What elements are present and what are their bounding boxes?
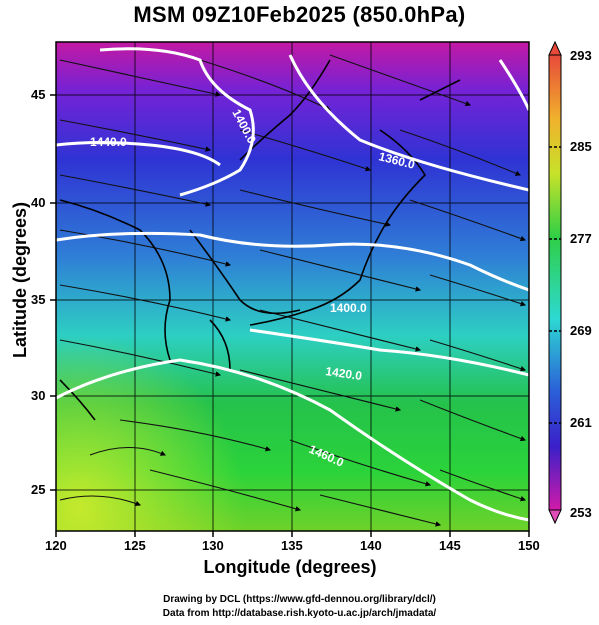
y-tick-label: 25: [31, 482, 46, 497]
y-tick-label: 45: [31, 87, 46, 102]
contour-label: 1400.0: [330, 301, 367, 315]
colorbar-label: 293: [570, 48, 592, 63]
credit-drawing: Drawing by DCL (https://www.gfd-dennou.o…: [163, 594, 436, 605]
x-tick-label: 150: [518, 538, 540, 553]
colorbar-label: 285: [570, 139, 592, 154]
wind-streamlines: [59, 54, 527, 527]
colorbar-label: 269: [570, 323, 592, 338]
contour-label: 1420.0: [325, 364, 364, 383]
x-tick-label: 140: [360, 538, 382, 553]
x-tick-label: 135: [281, 538, 303, 553]
y-tick-label: 40: [31, 195, 46, 210]
y-tick-label: 30: [31, 388, 46, 403]
contour-label: 1440.0: [90, 135, 127, 149]
x-tick-label: 125: [124, 538, 146, 553]
y-axis-title: Latitude (degrees): [10, 201, 30, 359]
height-contours: [56, 47, 529, 522]
x-tick-label: 130: [202, 538, 224, 553]
colorbar: [548, 40, 562, 525]
colorbar-label: 277: [570, 231, 592, 246]
grid-lines: [56, 42, 529, 531]
axis-ticks: [50, 94, 530, 537]
x-axis-title: Longitude (degrees): [203, 557, 377, 577]
y-tick-label: 35: [31, 292, 46, 307]
x-tick-label: 145: [439, 538, 461, 553]
colorbar-label: 261: [570, 415, 592, 430]
credit-data: Data from http://database.rish.kyoto-u.a…: [162, 608, 437, 619]
x-tick-label: 120: [45, 538, 67, 553]
colorbar-label: 253: [570, 505, 592, 520]
page-title: MSM 09Z10Feb2025 (850.0hPa): [133, 2, 466, 27]
